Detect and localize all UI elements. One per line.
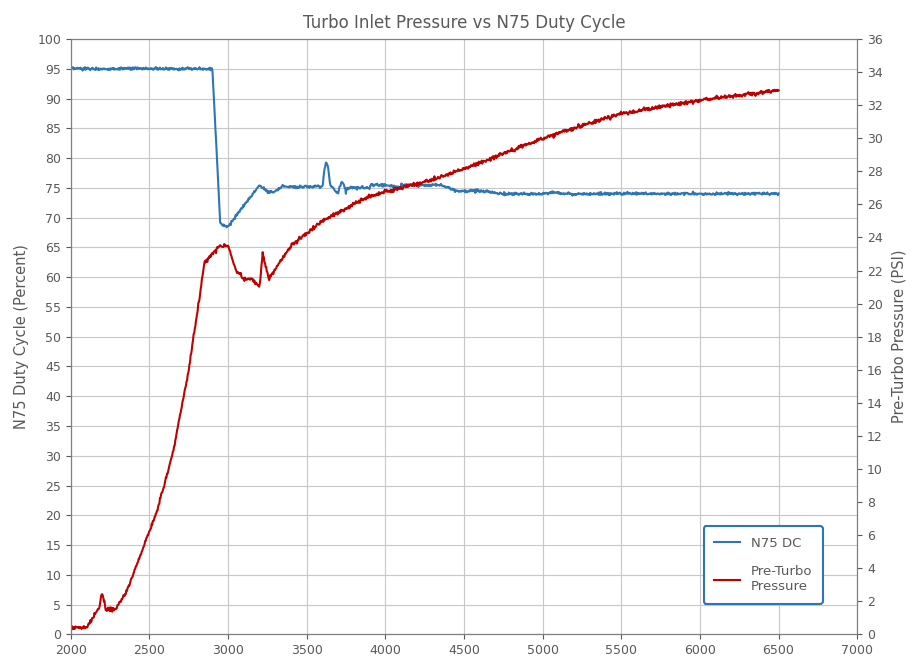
- Line: Pre-Turbo
Pressure: Pre-Turbo Pressure: [71, 90, 777, 629]
- Pre-Turbo
Pressure: [768, 86, 779, 94]
- N75 DC: [150, 63, 161, 71]
- Legend: N75 DC, Pre-Turbo
Pressure: N75 DC, Pre-Turbo Pressure: [703, 526, 823, 604]
- N75 DC: [772, 189, 783, 197]
- Y-axis label: N75 Duty Cycle (Percent): N75 Duty Cycle (Percent): [14, 244, 28, 429]
- Title: Turbo Inlet Pressure vs N75 Duty Cycle: Turbo Inlet Pressure vs N75 Duty Cycle: [302, 14, 625, 32]
- N75 DC: [373, 182, 384, 190]
- N75 DC: [221, 223, 232, 231]
- Line: N75 DC: N75 DC: [71, 67, 777, 227]
- Pre-Turbo
Pressure: [185, 351, 196, 359]
- Y-axis label: Pre-Turbo Pressure (PSI): Pre-Turbo Pressure (PSI): [891, 250, 905, 423]
- N75 DC: [304, 182, 315, 190]
- Pre-Turbo
Pressure: [437, 173, 448, 181]
- N75 DC: [185, 64, 196, 72]
- Pre-Turbo
Pressure: [65, 625, 76, 633]
- Pre-Turbo
Pressure: [304, 226, 315, 234]
- Pre-Turbo
Pressure: [372, 191, 383, 199]
- Pre-Turbo
Pressure: [452, 165, 463, 173]
- N75 DC: [453, 188, 464, 196]
- N75 DC: [65, 64, 76, 72]
- N75 DC: [160, 65, 171, 73]
- Pre-Turbo
Pressure: [160, 477, 171, 485]
- N75 DC: [437, 182, 448, 190]
- Pre-Turbo
Pressure: [772, 87, 783, 95]
- Pre-Turbo
Pressure: [66, 625, 77, 633]
